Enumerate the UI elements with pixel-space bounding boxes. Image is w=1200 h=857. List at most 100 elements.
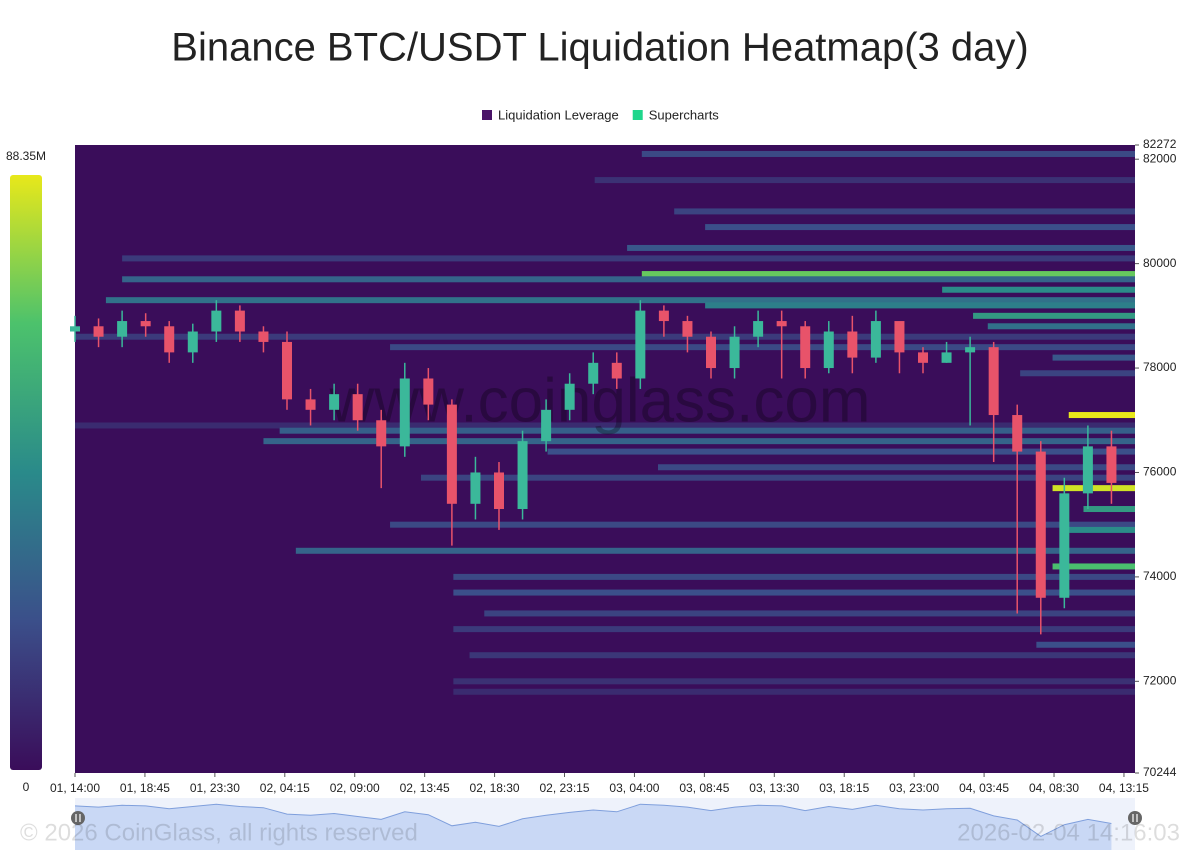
candle-body: [941, 352, 952, 363]
x-tick-label: 03, 08:45: [679, 781, 729, 795]
heat-band: [1052, 354, 1135, 361]
y-tick-label: 72000: [1143, 673, 1177, 687]
candle-body: [776, 321, 787, 327]
heat-band: [105, 297, 1135, 304]
navigator-area: [75, 804, 1112, 850]
heat-band: [973, 312, 1135, 319]
x-tick-label: 02, 09:00: [330, 781, 380, 795]
x-tick-label: 03, 04:00: [609, 781, 659, 795]
heat-band: [1083, 506, 1135, 513]
candle-body: [282, 341, 292, 400]
legend-swatch: [482, 110, 492, 120]
candle-body: [894, 321, 905, 353]
candle-body: [258, 331, 269, 342]
heat-band: [641, 271, 1135, 278]
candle-body: [93, 326, 104, 337]
y-tick-label: 82272: [1143, 137, 1177, 151]
candle-body: [1012, 415, 1023, 452]
candle-body: [117, 321, 128, 337]
legend-label: Supercharts: [649, 107, 720, 122]
chart-title: Binance BTC/USDT Liquidation Heatmap(3 d…: [171, 26, 1028, 70]
heat-band: [122, 276, 1135, 283]
candle-body: [847, 331, 858, 358]
candle-body: [800, 326, 811, 369]
x-tick-label: 03, 13:30: [749, 781, 799, 795]
candle-body: [329, 394, 340, 410]
candle-body: [682, 321, 693, 337]
heat-band: [1020, 370, 1135, 377]
x-tick-label: 04, 08:30: [1029, 781, 1079, 795]
candle-body: [729, 336, 740, 369]
x-tick-label: 01, 14:00: [50, 781, 100, 795]
navigator-handle: [71, 811, 85, 825]
x-tick-label: 02, 23:15: [539, 781, 589, 795]
heat-band: [1052, 485, 1135, 492]
heat-band: [390, 521, 1135, 528]
candle-body: [1106, 446, 1117, 483]
heat-band: [75, 333, 1135, 340]
candle-body: [399, 378, 410, 447]
navigator-handle-grip: [75, 814, 81, 822]
candle-body: [70, 326, 80, 332]
heat-band: [705, 224, 1135, 231]
candle-body: [658, 310, 669, 322]
legend-swatch: [632, 110, 643, 120]
candle-body: [823, 331, 834, 369]
x-tick-label: 03, 23:00: [889, 781, 939, 795]
heat-band: [453, 626, 1135, 633]
candle-body: [588, 362, 599, 384]
heat-band: [453, 678, 1135, 685]
copyright: © 2026 CoinGlass, all rights reserved: [20, 819, 418, 846]
candle-body: [211, 310, 222, 332]
heat-band: [1068, 526, 1135, 533]
candle-body: [234, 310, 245, 332]
candle-body: [1082, 446, 1093, 494]
heat-band: [1036, 641, 1135, 648]
candle-body: [918, 352, 928, 363]
legend-label: Liquidation Leverage: [498, 107, 619, 122]
candle-body: [140, 321, 151, 327]
heat-band: [987, 323, 1135, 330]
candle-body: [564, 383, 575, 410]
heat-band: [295, 547, 1135, 554]
x-tick-label: 02, 13:45: [400, 781, 450, 795]
candle-body: [706, 336, 716, 369]
y-tick-label: 74000: [1143, 569, 1177, 583]
x-tick-label: 01, 18:45: [120, 781, 170, 795]
heat-band: [453, 688, 1135, 695]
candle-body: [517, 441, 528, 510]
timestamp: 2026-02-04 14:16:03: [957, 819, 1180, 846]
y-tick-label: 70244: [1143, 765, 1177, 779]
navigator-handle-grip: [1132, 814, 1138, 822]
heat-band: [390, 344, 1135, 351]
candle-body: [305, 399, 316, 410]
candle-body: [446, 404, 457, 504]
heat-band: [122, 255, 1135, 262]
candle-body: [470, 472, 481, 504]
heat-band: [627, 244, 1135, 251]
heat-band: [705, 302, 1135, 309]
candle-body: [870, 321, 881, 358]
x-tick-label: 02, 04:15: [260, 781, 310, 795]
candle-body: [376, 420, 387, 447]
candle-body: [635, 310, 646, 379]
heat-band: [1052, 563, 1135, 570]
heat-band: [263, 438, 1135, 445]
y-tick-label: 82000: [1143, 151, 1177, 165]
candle-body: [611, 362, 622, 379]
candle-body: [352, 394, 363, 421]
candle-body: [1059, 493, 1070, 598]
heat-band: [484, 610, 1135, 617]
colorbar: [10, 175, 42, 770]
navigator-line: [74, 803, 1112, 837]
heat-band: [674, 208, 1135, 215]
candle-body: [965, 347, 976, 353]
heat-band: [658, 464, 1135, 471]
x-tick-label: 04, 03:45: [959, 781, 1009, 795]
heat-band: [469, 652, 1135, 659]
heat-band: [942, 286, 1135, 293]
y-tick-label: 78000: [1143, 360, 1177, 374]
candle-body: [541, 409, 552, 442]
candle-body: [423, 378, 434, 405]
x-tick-label: 04, 13:15: [1099, 781, 1149, 795]
